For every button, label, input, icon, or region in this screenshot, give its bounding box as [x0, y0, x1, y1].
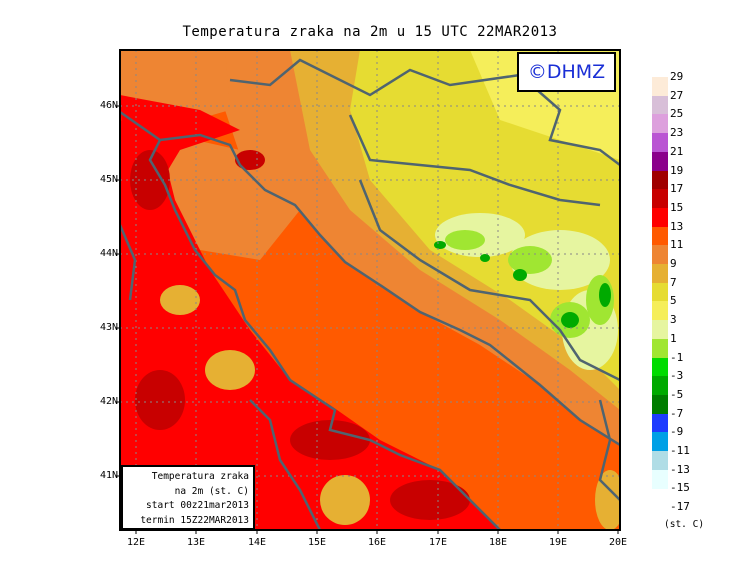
info-line: na 2m (st. C) — [174, 485, 249, 497]
legend-label: 27 — [670, 88, 684, 102]
legend-color-box — [652, 451, 668, 471]
legend-color-box — [652, 189, 668, 209]
legend-color-box — [652, 432, 668, 452]
legend-label: -5 — [670, 387, 684, 401]
legend-color-box — [652, 413, 668, 433]
legend-color-box — [652, 170, 668, 190]
legend-color-box — [652, 245, 668, 265]
coastlines — [120, 58, 620, 530]
legend-label: -17 — [670, 500, 690, 514]
lat-label: 42N — [99, 396, 118, 407]
legend-color-box — [652, 207, 668, 228]
legend-color-box — [652, 264, 668, 284]
lat-label: 41N — [99, 470, 118, 481]
lat-label: 43N — [99, 322, 118, 333]
lon-label: 12E — [126, 537, 146, 548]
legend-color-box — [652, 357, 668, 377]
graticule — [120, 50, 620, 530]
legend-label: 5 — [670, 294, 677, 308]
legend-label: 13 — [670, 219, 684, 233]
legend-label: 25 — [670, 107, 684, 121]
legend-color-box — [652, 95, 668, 115]
legend-label: -11 — [670, 444, 690, 457]
legend-label: -3 — [670, 369, 684, 383]
legend-label: 23 — [670, 126, 684, 140]
info-box: Temperatura zraka na 2m (st. C) start 00… — [121, 465, 255, 530]
legend-color-box — [652, 226, 668, 246]
legend-label: 9 — [670, 257, 677, 270]
lon-label: 17E — [428, 537, 448, 548]
legend-color-box — [652, 376, 668, 396]
legend-label: 11 — [670, 238, 684, 252]
legend-color-box — [652, 469, 668, 489]
info-line: Temperatura zraka — [151, 471, 249, 482]
lon-label: 19E — [548, 537, 568, 548]
legend-label: 29 — [670, 70, 684, 83]
map-frame — [119, 49, 621, 531]
dhmz-logo: ©DHMZ — [517, 52, 616, 92]
legend-color-box — [652, 77, 668, 97]
legend-label: 21 — [670, 144, 684, 158]
lon-label: 20E — [608, 537, 628, 548]
legend-label: 3 — [670, 313, 677, 327]
legend-color-box — [652, 282, 668, 302]
legend-label: 17 — [670, 182, 684, 196]
legend-color-box — [652, 301, 668, 321]
legend-color-box — [652, 394, 668, 415]
info-line: termin 15Z22MAR2013 — [140, 514, 249, 526]
legend-label: -9 — [670, 425, 684, 439]
lon-label: 13E — [186, 537, 206, 548]
legend-label: -13 — [670, 462, 690, 476]
info-line: start 00z21mar2013 — [146, 500, 249, 511]
legend-label: 15 — [670, 200, 684, 214]
legend-label: 19 — [670, 163, 684, 177]
lat-label: 45N — [99, 174, 118, 185]
lon-label: 15E — [307, 537, 327, 548]
lat-label: 46N — [99, 100, 118, 111]
legend-color-box — [652, 320, 668, 340]
legend-label: 7 — [670, 275, 677, 289]
lat-label: 44N — [99, 248, 118, 259]
legend-color-box — [652, 114, 668, 134]
legend-color-box — [652, 151, 668, 171]
legend-unit: (st. C) — [664, 519, 705, 530]
italy-land — [120, 120, 500, 530]
map-title: Temperatura zraka na 2m u 15 UTC 22MAR20… — [182, 24, 558, 40]
lon-label: 18E — [488, 537, 508, 548]
lon-label: 14E — [247, 537, 267, 548]
legend-label: -1 — [670, 350, 684, 364]
legend-color-box — [652, 338, 668, 358]
legend-label: 1 — [670, 331, 677, 345]
legend-label: -15 — [670, 481, 690, 495]
legend-label: -7 — [670, 406, 684, 420]
legend-color-box — [652, 133, 668, 153]
lon-label: 16E — [367, 537, 387, 548]
